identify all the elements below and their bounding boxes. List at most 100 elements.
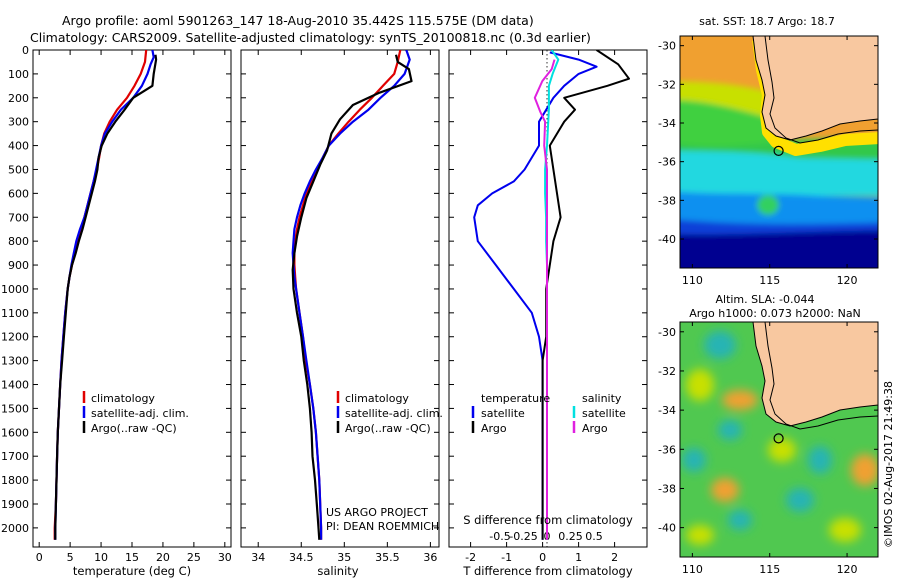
salinity-legend: climatology satellite-adj. clim. Argo(..… <box>336 391 443 435</box>
temperature-lines <box>53 50 158 540</box>
difference-lines <box>473 50 630 540</box>
salinity-panel <box>240 49 440 548</box>
sst-band-cyan <box>680 150 878 196</box>
legend-salinity-argo: Argo <box>582 422 608 435</box>
lat-tick-label: -38 <box>658 482 676 495</box>
depth-tick-label: 500 <box>8 163 29 176</box>
title-line-1: Argo profile: aoml 5901263_147 18-Aug-20… <box>62 13 534 28</box>
sla-blob-13 <box>829 518 861 542</box>
temperature-legend-climatology: climatology <box>91 392 155 405</box>
lon-tick-label: 120 <box>837 563 858 576</box>
sla-blob-9 <box>711 478 739 502</box>
series-line-argo-raw-qc- <box>54 54 158 540</box>
s-tick-label: 0.5 <box>585 530 603 543</box>
depth-tick-label: 1000 <box>1 283 29 296</box>
sla-map-frame <box>679 321 879 558</box>
sla-blob-2 <box>686 369 714 401</box>
series-line-argo <box>541 50 630 540</box>
lat-tick-label: -34 <box>658 404 676 417</box>
sla-blob-8 <box>851 454 878 486</box>
s-tick-label: -0.5 <box>489 530 510 543</box>
pi-label: PI: DEAN ROEMMICH <box>326 520 439 533</box>
depth-tick-label: 1500 <box>1 402 29 415</box>
salinity-legend-climatology: climatology <box>345 392 409 405</box>
temperature-legend-argo: Argo(..raw -QC) <box>91 422 177 435</box>
x-tick-label: 35 <box>337 551 351 564</box>
sla-blob-3 <box>722 390 758 410</box>
sst-band-blue <box>680 191 878 226</box>
salinity-legend-satellite: satellite-adj. clim. <box>345 407 443 420</box>
legend-temperature-argo: Argo <box>481 422 507 435</box>
lat-tick-label: -34 <box>658 117 676 130</box>
sla-shelf-contour <box>764 322 878 430</box>
sst-float-marker <box>773 145 784 156</box>
x-tick-label: 36 <box>423 551 437 564</box>
sst-eddy-green <box>757 195 779 215</box>
depth-tick-label: 900 <box>8 259 29 272</box>
difference-panel <box>448 49 648 548</box>
lat-tick-label: -32 <box>658 365 676 378</box>
lon-tick-label: 110 <box>682 563 703 576</box>
sst-map-axes: 110 115 120 -30 -32 -34 -36 -38 -40 <box>658 36 878 287</box>
lat-tick-label: -30 <box>658 40 676 53</box>
x-tick-label: 30 <box>218 551 232 564</box>
temperature-legend-satellite: satellite-adj. clim. <box>91 407 189 420</box>
depth-axis: 0 100 200 300 400 500 600 700 800 900 1000 1100 1200… <box>1 44 647 535</box>
x-tick-label: 0 <box>539 551 546 564</box>
legend-temperature-title: temperature <box>481 392 550 405</box>
project-label: US ARGO PROJECT <box>326 506 428 519</box>
depth-tick-label: 1700 <box>1 450 29 463</box>
salinity-x-label: salinity <box>317 564 358 578</box>
depth-tick-label: 1100 <box>1 307 29 320</box>
lat-tick-label: -38 <box>658 194 676 207</box>
sst-map-frame <box>679 35 879 269</box>
x-tick-label: -1 <box>501 551 512 564</box>
x-tick-label: 5 <box>67 551 74 564</box>
x-tick-label: 25 <box>187 551 201 564</box>
temperature-x-axis: 0 5 10 15 20 25 30 <box>36 50 232 564</box>
lat-tick-label: -30 <box>658 326 676 339</box>
title-line-2: Climatology: CARS2009. Satellite-adjuste… <box>30 30 591 45</box>
salinity-legend-argo: Argo(..raw -QC) <box>345 422 431 435</box>
depth-tick-label: 600 <box>8 187 29 200</box>
depth-tick-label: 800 <box>8 235 29 248</box>
x-tick-label: 0 <box>36 551 43 564</box>
lon-tick-label: 110 <box>682 274 703 287</box>
depth-tick-label: 1600 <box>1 426 29 439</box>
depth-tick-label: 1900 <box>1 498 29 511</box>
sla-blob-10 <box>728 510 752 530</box>
salinity-lines <box>291 50 413 540</box>
lon-tick-label: 115 <box>759 274 780 287</box>
depth-tick-label: 200 <box>8 92 29 105</box>
credit-label: ©IMOS 02-Aug-2017 21:49:38 <box>882 381 895 548</box>
sla-blob-1 <box>704 331 736 359</box>
temperature-panel <box>32 49 232 548</box>
sst-map <box>680 36 878 268</box>
legend-salinity-title: salinity <box>582 392 622 405</box>
sla-blob-5 <box>682 448 706 472</box>
series-line-argo <box>533 59 556 540</box>
s-tick-label: 0.25 <box>558 530 583 543</box>
depth-tick-label: 400 <box>8 140 29 153</box>
sla-float-marker <box>773 433 784 444</box>
series-line-satellite-adj-clim- <box>54 50 155 540</box>
legend-temperature-satellite: satellite <box>481 407 525 420</box>
depth-tick-label: 0 <box>22 44 29 57</box>
depth-tick-label: 1200 <box>1 331 29 344</box>
depth-tick-label: 2000 <box>1 522 29 535</box>
sla-map <box>680 322 878 557</box>
lat-tick-label: -36 <box>658 443 676 456</box>
depth-tick-label: 1300 <box>1 355 29 368</box>
depth-tick-label: 1800 <box>1 474 29 487</box>
legend-salinity-satellite: satellite <box>582 407 626 420</box>
sst-map-title: sat. SST: 18.7 Argo: 18.7 <box>699 15 835 28</box>
sst-land <box>752 36 878 141</box>
x-tick-label: 34.5 <box>289 551 314 564</box>
sla-blob-6 <box>768 438 796 462</box>
sst-shelf-contour <box>764 36 878 144</box>
series-line-satellite-adj-clim- <box>291 50 411 540</box>
lat-tick-label: -40 <box>658 233 676 246</box>
sla-map-title-line-1: Altim. SLA: -0.044 <box>715 293 814 306</box>
x-tick-label: -2 <box>465 551 476 564</box>
series-line-argo-raw-qc- <box>291 54 413 540</box>
